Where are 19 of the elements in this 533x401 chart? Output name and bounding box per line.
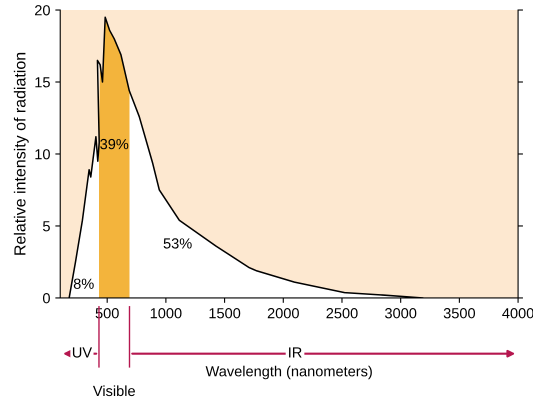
y-tick-label: 5 [42,221,50,232]
x-tick-label: 3500 [444,308,476,318]
x-tick-label: 2000 [268,308,299,318]
y-tick-label: 20 [35,5,50,16]
annotation: 8% [74,278,94,289]
y-tick-label: 15 [35,77,50,88]
annotation: 53% [164,238,192,249]
x-tick-label: 2500 [326,308,358,318]
x-tick-label: 3000 [385,308,416,318]
y-tick-label: 0 [42,293,50,304]
band-label: Visible [92,385,135,396]
x-axis-title: Wavelength (nanometers) [206,366,372,380]
y-tick-label: 10 [35,149,50,160]
text: IR [289,347,302,358]
y-axis-title: Relative intensity of radiation [14,52,29,255]
text: UV [72,347,92,358]
annotation: 39% [100,138,128,150]
x-tick-label: 1000 [150,308,182,318]
x-tick-label: 1500 [209,308,240,318]
